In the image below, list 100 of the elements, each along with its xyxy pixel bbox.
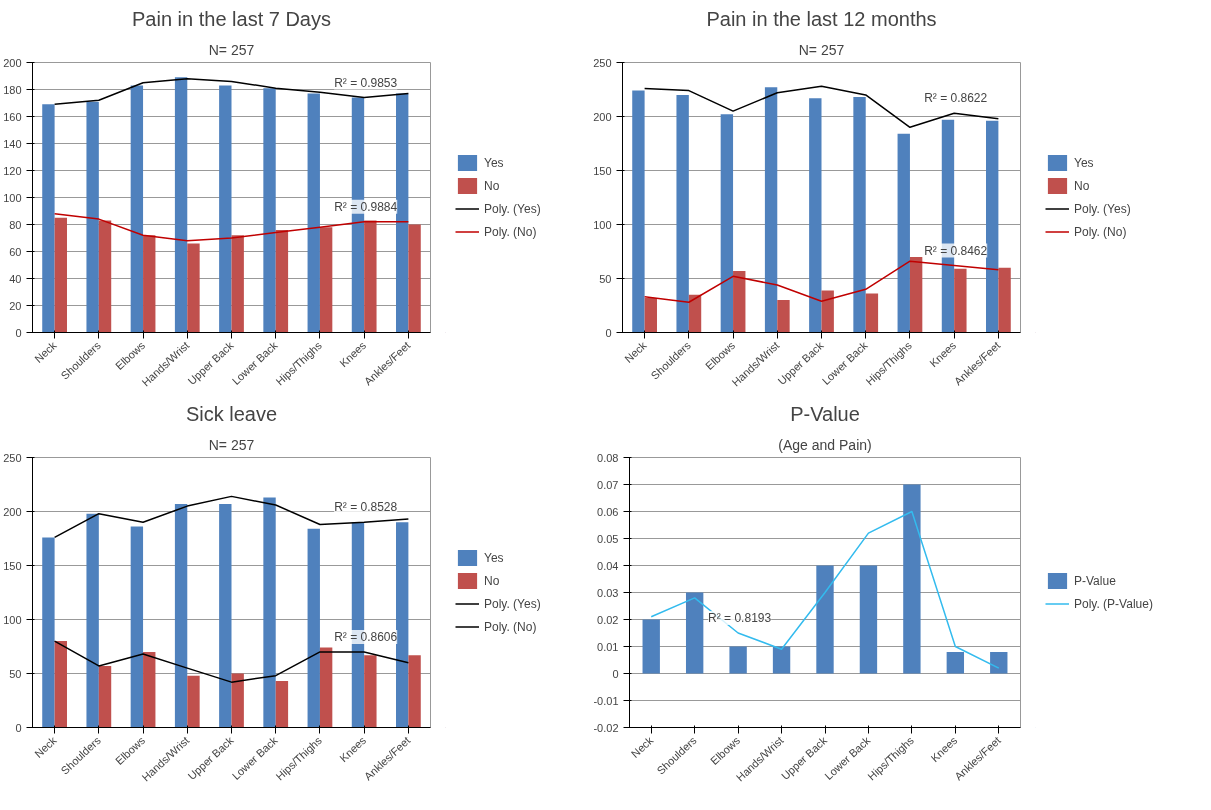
legend-label: Poly. (Yes) [484,201,541,216]
annotation: R² = 0.8462 [924,243,988,258]
bar [909,256,923,333]
bar [187,675,200,728]
bar [143,651,156,728]
bar [86,101,99,333]
y-tick-label: 140 [3,137,22,150]
bar [231,235,244,333]
y-tick-label: 0 [15,326,22,339]
y-tick-label: 150 [593,164,612,177]
bar [644,297,657,333]
bar [408,655,421,728]
chart-title: Pain in the last 7 Days [132,7,331,30]
bar [632,90,645,333]
y-tick-label: 20 [9,299,22,312]
y-tick-label: 50 [599,272,612,285]
bar [307,528,320,728]
bar [54,641,67,728]
bar [396,522,409,728]
y-tick-label: -0.02 [593,721,619,734]
bar [821,290,834,333]
y-tick-label: 0.05 [597,532,619,545]
bar [42,104,55,333]
bar [720,114,734,333]
bar [733,270,746,333]
bar [688,294,702,333]
bar [86,513,99,728]
y-tick-label: 0.01 [597,640,619,653]
legend-label: No [1074,178,1091,193]
legend-label: Yes [484,155,504,170]
chart-subtitle: N= 257 [208,41,255,58]
bar [275,681,289,728]
bar [897,133,910,333]
annotation: R² = 0.8606 [334,629,398,644]
bar [319,647,333,728]
legend-label: Poly. (P-Value) [1074,596,1153,611]
bar [364,220,377,333]
line-series [53,640,410,683]
y-tick-label: 0.03 [597,586,619,599]
chart-subtitle: N= 257 [208,436,255,453]
y-tick-label: 0.08 [597,451,619,464]
y-tick-label: 0.02 [597,613,619,626]
bar [42,537,55,728]
y-tick-label: 100 [3,613,22,626]
y-tick-label: 150 [3,559,22,572]
y-tick-label: 200 [3,505,22,518]
bar [307,93,320,333]
bar [772,646,791,674]
y-tick-label: 160 [3,110,22,123]
chart-subtitle: (Age and Pain) [778,436,872,453]
bar [764,87,778,333]
bar [231,673,244,728]
y-tick-label: 0 [612,667,619,680]
bar [408,224,421,333]
annotation: R² = 0.8622 [924,91,988,106]
chart-title: Pain in the last 12 months [706,7,937,30]
y-tick-label: 250 [3,451,22,464]
bar [729,646,747,674]
bar [685,592,704,674]
annotation: R² = 0.8528 [334,500,398,515]
legend-label: No [484,573,501,588]
chart-subtitle: N= 257 [798,41,845,58]
bar [986,120,999,333]
line-series [643,260,1000,304]
bar [865,293,879,333]
bar [859,565,878,674]
bar [946,651,965,674]
bar [263,88,276,333]
bar [98,665,112,728]
bar [816,565,834,674]
line-series [650,510,1000,669]
annotation: R² = 0.9884 [334,199,398,214]
y-tick-label: 100 [593,218,612,231]
y-tick-label: 0.04 [597,559,619,572]
legend-label: P-Value [1074,573,1116,588]
y-tick-label: 0 [15,721,22,734]
bar [903,484,921,674]
y-tick-label: 50 [9,667,22,680]
legend-label: Yes [1074,155,1094,170]
line-series [53,495,410,539]
bar [275,229,289,333]
bar [174,503,188,728]
bar [319,227,333,333]
bar [777,300,790,333]
bar [143,235,156,333]
bar [642,619,660,674]
annotation: R² = 0.8193 [708,611,772,625]
legend-label: Yes [484,550,504,565]
bar [174,77,188,333]
bar [364,655,377,728]
y-tick-label: 200 [3,56,22,69]
bar [954,268,967,333]
y-tick-label: -0.01 [593,694,619,707]
y-tick-label: 0 [605,326,612,339]
bar [98,220,112,333]
y-tick-label: 80 [9,218,22,231]
y-tick-label: 100 [3,191,22,204]
bar [219,503,232,728]
y-tick-label: 60 [9,245,22,258]
y-tick-label: 120 [3,164,22,177]
